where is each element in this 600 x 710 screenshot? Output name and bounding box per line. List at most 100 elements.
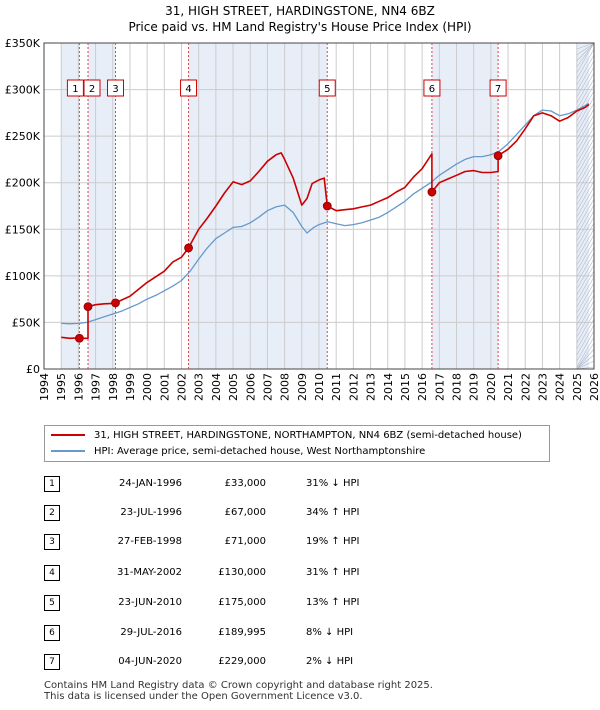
projection-hatch: [576, 276, 595, 308]
projection-hatch: [576, 72, 595, 104]
projection-hatch: [576, 228, 595, 260]
x-tick-label: 2024: [554, 373, 567, 401]
sale-price: £71,000: [224, 536, 266, 547]
x-tick-label: 2021: [502, 373, 515, 401]
chart-title: 31, HIGH STREET, HARDINGSTONE, NN4 6BZ: [165, 4, 435, 18]
footer-attribution: Contains HM Land Registry data © Crown c…: [44, 680, 433, 702]
hpi-line: [61, 102, 590, 325]
table-row: 1 24-JAN-1996 £33,000 31% ↓ HPI: [44, 476, 564, 494]
projection-hatch: [576, 282, 595, 314]
sale-label-text: 3: [112, 84, 118, 95]
sale-label-marker: 7: [489, 79, 507, 97]
sale-hpi-diff: 31% ↑ HPI: [306, 567, 360, 578]
legend-label-property: 31, HIGH STREET, HARDINGSTONE, NORTHAMPT…: [94, 430, 522, 441]
legend-item-hpi: HPI: Average price, semi-detached house,…: [51, 445, 425, 459]
sale-hpi-diff: 19% ↑ HPI: [306, 536, 360, 547]
sale-label-box: [423, 79, 441, 97]
sale-number: 2: [44, 505, 60, 521]
sale-price: £189,995: [218, 627, 266, 638]
projection-hatch: [576, 132, 595, 164]
sale-price: £67,000: [224, 507, 266, 518]
x-tick-label: 2026: [588, 373, 600, 401]
projection-hatch: [576, 210, 595, 242]
projection-hatch: [576, 294, 595, 326]
sale-date: 24-JAN-1996: [118, 478, 182, 489]
sale-period-shade: [188, 43, 328, 369]
sale-point: [322, 201, 332, 211]
footer-copyright: Contains HM Land Registry data © Crown c…: [44, 680, 433, 691]
y-tick-label: £150K: [5, 223, 41, 236]
x-tick-label: 2002: [176, 373, 189, 401]
projection-hatch: [576, 150, 595, 182]
sale-date: 29-JUL-2016: [120, 627, 182, 638]
sale-number: 1: [44, 476, 60, 492]
x-tick-label: 1995: [55, 373, 68, 401]
sale-point: [427, 187, 437, 197]
projection-hatch: [576, 102, 595, 134]
x-tick-label: 2003: [193, 373, 206, 401]
chart-legend: 31, HIGH STREET, HARDINGSTONE, NORTHAMPT…: [44, 425, 550, 462]
projection-hatch: [576, 108, 595, 140]
x-tick-label: 2018: [451, 373, 464, 401]
sale-label-box: [489, 79, 507, 97]
sale-date: 23-JUN-2010: [118, 597, 182, 608]
sale-label-box: [318, 79, 336, 97]
sale-date: 31-MAY-2002: [116, 567, 182, 578]
x-tick-label: 2019: [468, 373, 481, 401]
projection-hatch: [576, 288, 595, 320]
projection-hatch: [576, 42, 595, 74]
projection-hatch: [576, 216, 595, 248]
x-tick-label: 2020: [485, 373, 498, 401]
sale-label-box: [107, 79, 124, 97]
x-tick-label: 2012: [347, 373, 360, 401]
projection-hatch: [576, 66, 595, 98]
sale-hpi-diff: 2% ↓ HPI: [306, 656, 354, 667]
sale-date: 27-FEB-1998: [117, 536, 182, 547]
table-row: 3 27-FEB-1998 £71,000 19% ↑ HPI: [44, 534, 564, 552]
sale-label-marker: 2: [83, 79, 101, 97]
projection-hatch: [576, 120, 595, 152]
projection-hatch: [576, 192, 595, 224]
sale-hpi-diff: 34% ↑ HPI: [306, 507, 360, 518]
x-tick-label: 2009: [296, 373, 309, 401]
projection-hatch: [576, 186, 595, 218]
x-tick-label: 2023: [536, 373, 549, 401]
price-chart: 1 2 3 4 5 6 7 £0 £50K £100K £150K £200K £250K £300K £3…: [5, 37, 600, 401]
projection-hatch: [576, 78, 595, 110]
sale-number: 3: [44, 534, 60, 550]
y-tick-label: £50K: [12, 316, 41, 329]
sale-hpi-diff: 31% ↓ HPI: [306, 478, 360, 489]
projection-hatch: [576, 42, 595, 68]
sale-number: 5: [44, 595, 60, 611]
x-tick-label: 2010: [313, 373, 326, 401]
x-tick-label: 1997: [90, 373, 103, 401]
x-tick-label: 1999: [124, 373, 137, 401]
projection-hatch: [576, 180, 595, 212]
sale-label-marker: 4: [180, 79, 198, 97]
table-row: 5 23-JUN-2010 £175,000 13% ↑ HPI: [44, 595, 564, 613]
x-tick-label: 2014: [382, 373, 395, 401]
x-tick-label: 2008: [279, 373, 292, 401]
x-tick-label: 1994: [38, 373, 51, 401]
projection-hatch: [576, 306, 595, 338]
projection-hatch: [576, 114, 595, 146]
sale-price: £175,000: [218, 597, 266, 608]
sale-label-marker: 5: [318, 79, 336, 97]
projection-hatch: [576, 60, 595, 92]
sale-label-text: 7: [495, 84, 501, 95]
x-tick-label: 1998: [107, 373, 120, 401]
sale-price: £229,000: [218, 656, 266, 667]
x-tick-label: 2004: [210, 373, 223, 401]
sale-date: 23-JUL-1996: [120, 507, 182, 518]
projection-hatch: [576, 318, 595, 350]
projection-hatch: [576, 234, 595, 266]
x-tick-label: 2007: [261, 373, 274, 401]
x-tick-label: 2015: [399, 373, 412, 401]
x-tick-label: 2006: [244, 373, 257, 401]
y-tick-label: £0: [26, 363, 40, 376]
plot-frame: [43, 42, 595, 370]
chart-title-block: 31, HIGH STREET, HARDINGSTONE, NN4 6BZ P…: [0, 3, 600, 35]
sale-number: 7: [44, 654, 60, 670]
projection-hatch: [576, 300, 595, 332]
projection-hatch: [576, 360, 595, 370]
